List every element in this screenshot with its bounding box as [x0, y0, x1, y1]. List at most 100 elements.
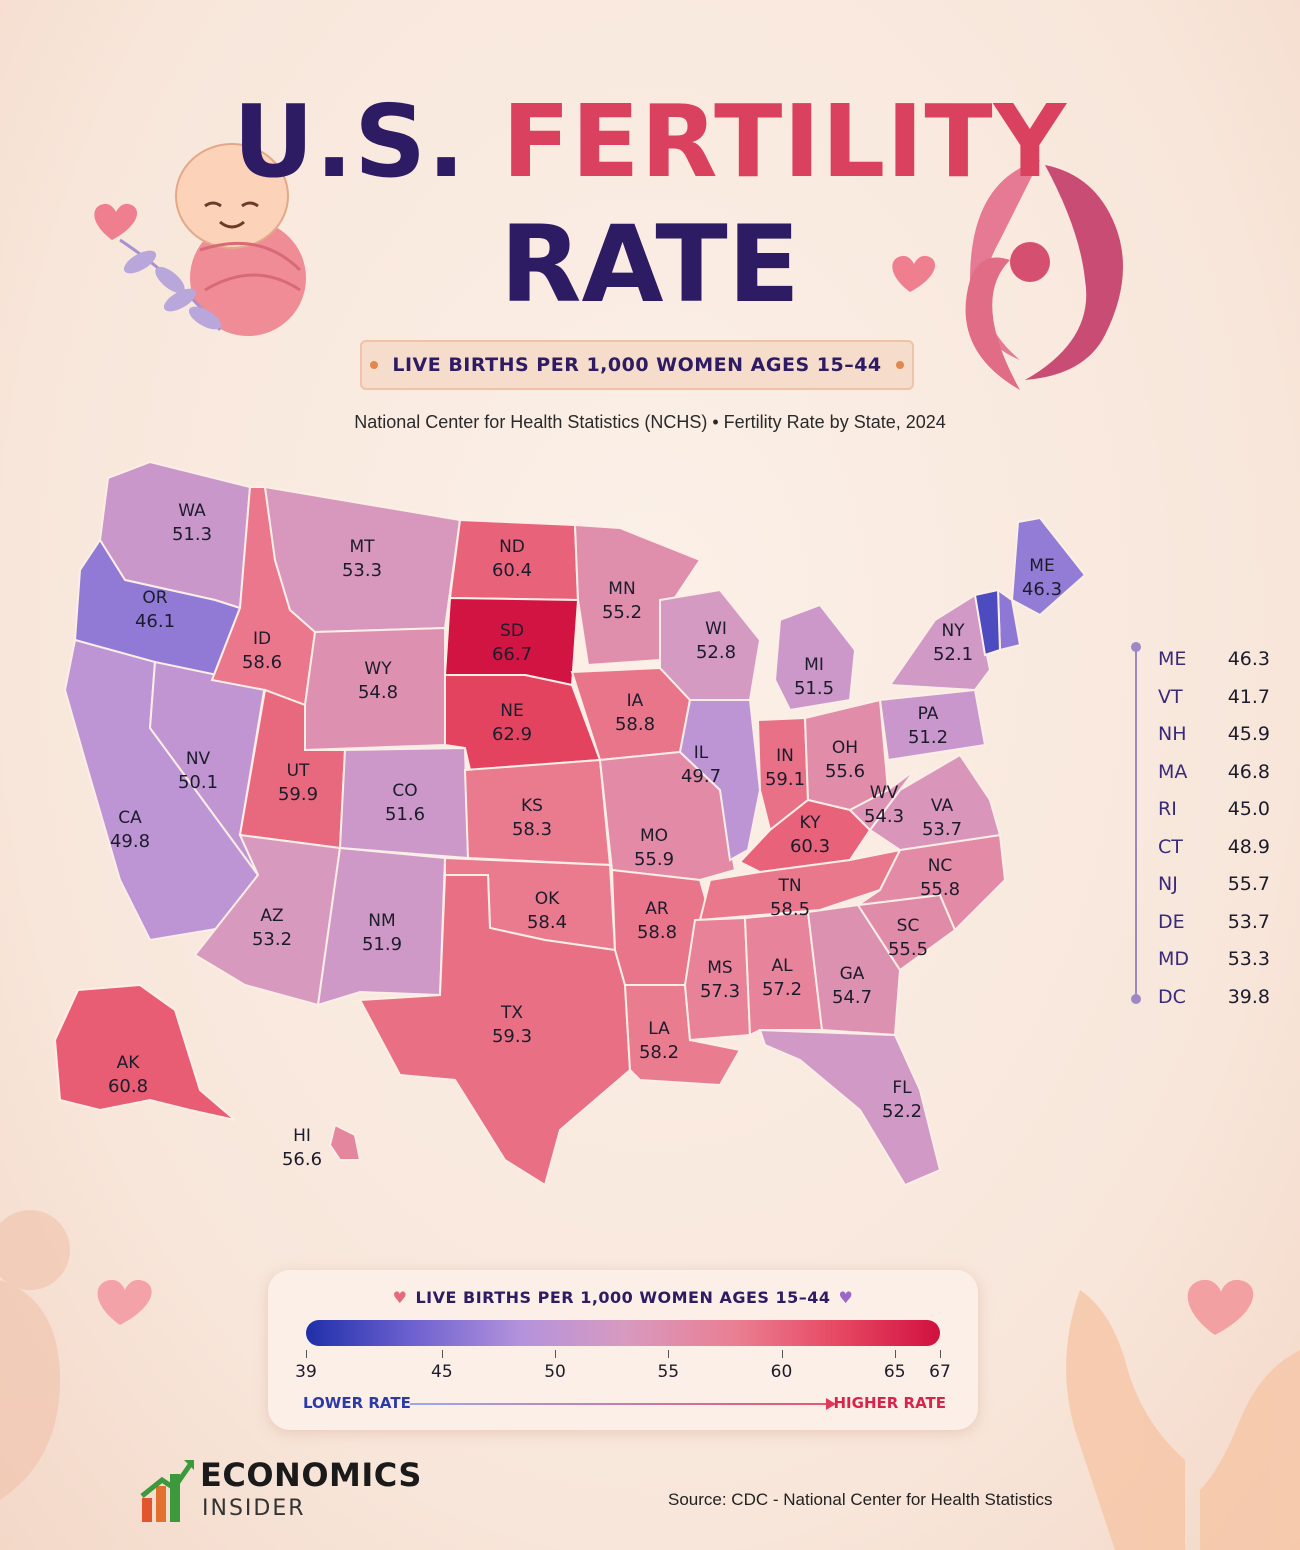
state-value-il: 49.7 [681, 766, 721, 787]
state-value-ut: 59.9 [278, 784, 318, 805]
state-value-ny: 52.1 [933, 644, 973, 665]
state-value-fl: 52.2 [882, 1101, 922, 1122]
state-shape-nm[interactable] [316, 846, 447, 1007]
small-state-abbr: NH [1158, 723, 1187, 745]
ribbon-dot [370, 361, 379, 369]
state-label-ca: CA [118, 808, 142, 828]
state-value-al: 57.2 [762, 979, 802, 1000]
list-rail-cap [1131, 642, 1141, 652]
small-state-value: 45.9 [1227, 723, 1270, 745]
brand-logo: ECONOMICS INSIDER [140, 1452, 430, 1532]
state-value-sc: 55.5 [888, 939, 928, 960]
state-value-oh: 55.6 [825, 761, 865, 782]
state-label-in: IN [776, 746, 794, 766]
state-shape-pa[interactable] [878, 688, 987, 762]
state-value-hi: 56.6 [282, 1149, 322, 1170]
state-label-va: VA [931, 796, 954, 816]
small-state-row: VT 41.7 [1158, 682, 1270, 712]
state-label-me: ME [1029, 556, 1054, 576]
state-shape-co[interactable] [338, 746, 470, 860]
small-state-row: RI 45.0 [1158, 794, 1270, 824]
state-label-sc: SC [897, 916, 920, 936]
small-state-abbr: VT [1158, 685, 1183, 708]
state-value-ga: 54.7 [832, 987, 872, 1008]
state-value-la: 58.2 [639, 1042, 679, 1063]
small-state-row: MD 53.3 [1158, 944, 1270, 974]
arrow-head-icon [826, 1398, 836, 1410]
state-shape-sd[interactable] [443, 596, 580, 687]
small-state-abbr: DC [1158, 985, 1186, 1008]
small-state-abbr: ME [1158, 648, 1187, 670]
small-state-value: 53.3 [1227, 948, 1270, 970]
small-state-abbr: NJ [1158, 873, 1178, 895]
state-value-tx: 59.3 [492, 1026, 532, 1047]
state-value-mo: 55.9 [634, 849, 674, 870]
small-state-abbr: DE [1158, 910, 1185, 933]
state-shape-me[interactable] [1010, 516, 1087, 617]
state-shape-wy[interactable] [304, 626, 446, 752]
mother-silhouette-icon [0, 1210, 70, 1500]
legend-tick-mark [668, 1350, 670, 1358]
color-legend: ♥ LIVE BIRTHS PER 1,000 WOMEN AGES 15–44 ♥… [268, 1270, 978, 1430]
legend-tick-label: 55 [657, 1362, 680, 1382]
state-label-ga: GA [840, 964, 865, 984]
lower-rate-label: LOWER RATE [303, 1394, 411, 1412]
legend-title: ♥ LIVE BIRTHS PER 1,000 WOMEN AGES 15–44 ♥ [268, 1288, 978, 1307]
list-rail-cap [1131, 994, 1141, 1004]
state-labels: WA 51.3 OR 46.1 CA 49.8 NV 50.1 ID 58.6 MT 53.3 WY 54… [108, 501, 1062, 1170]
ribbon-dot [895, 361, 904, 369]
state-label-ms: MS [707, 958, 732, 978]
higher-rate-label: HIGHER RATE [833, 1394, 947, 1412]
state-value-ar: 58.8 [637, 922, 677, 943]
legend-title-text: LIVE BIRTHS PER 1,000 WOMEN AGES 15–44 [415, 1288, 831, 1307]
state-shape-ak[interactable] [53, 983, 236, 1121]
state-label-tx: TX [500, 1003, 523, 1023]
small-state-abbr: CT [1158, 835, 1183, 858]
state-shape-hi[interactable] [328, 1123, 362, 1161]
title-us: U.S. [232, 83, 467, 200]
small-states-list: ME 46.3 VT 41.7 NH 45.9 MA 46.8 RI 45.0 CT 48.9 NJ 55… [1130, 642, 1270, 1008]
legend-arrow [410, 1403, 830, 1405]
state-shape-ga[interactable] [806, 903, 902, 1037]
state-label-la: LA [648, 1019, 670, 1039]
small-state-row: DC 39.8 [1158, 982, 1270, 1012]
state-shape-ms[interactable] [683, 916, 752, 1042]
legend-tick-label: 50 [544, 1362, 566, 1382]
state-value-nd: 60.4 [492, 560, 532, 581]
mother-child-icon [965, 160, 1123, 390]
state-shape-al[interactable] [743, 910, 824, 1037]
state-label-mt: MT [349, 537, 375, 557]
state-label-ks: KS [521, 796, 543, 816]
state-shape-il[interactable] [678, 699, 762, 862]
state-shape-vt[interactable] [973, 588, 1002, 657]
heart-icon [94, 203, 138, 240]
state-value-mt: 53.3 [342, 560, 382, 581]
state-value-ne: 62.9 [492, 724, 532, 745]
small-state-value: 46.8 [1227, 760, 1270, 783]
small-state-row: DE 53.7 [1158, 907, 1270, 937]
state-label-ia: IA [627, 691, 644, 711]
state-shape-wv[interactable] [848, 769, 916, 832]
state-shape-mi[interactable] [773, 603, 857, 712]
source-note: Source: CDC - National Center for Health… [668, 1490, 1053, 1509]
legend-tick-label: 45 [431, 1362, 453, 1382]
state-value-nm: 51.9 [362, 934, 402, 955]
legend-tick-mark [894, 1350, 896, 1358]
small-state-value: 48.9 [1227, 835, 1270, 858]
state-shape-ny[interactable] [888, 593, 992, 692]
state-value-wv: 54.3 [864, 806, 904, 827]
state-label-id: ID [253, 629, 271, 649]
state-shape-tx[interactable] [358, 874, 632, 1187]
hands-icon [1066, 1290, 1300, 1550]
subtitle: National Center for Health Statistics (N… [354, 412, 946, 432]
state-label-tn: TN [777, 876, 801, 896]
heart-icon [892, 255, 936, 292]
state-value-co: 51.6 [385, 804, 425, 825]
heart-icon: ♥ [392, 1288, 408, 1307]
state-shape-fl[interactable] [758, 1028, 942, 1187]
baby-icon [175, 143, 306, 336]
state-label-nm: NM [368, 911, 395, 931]
